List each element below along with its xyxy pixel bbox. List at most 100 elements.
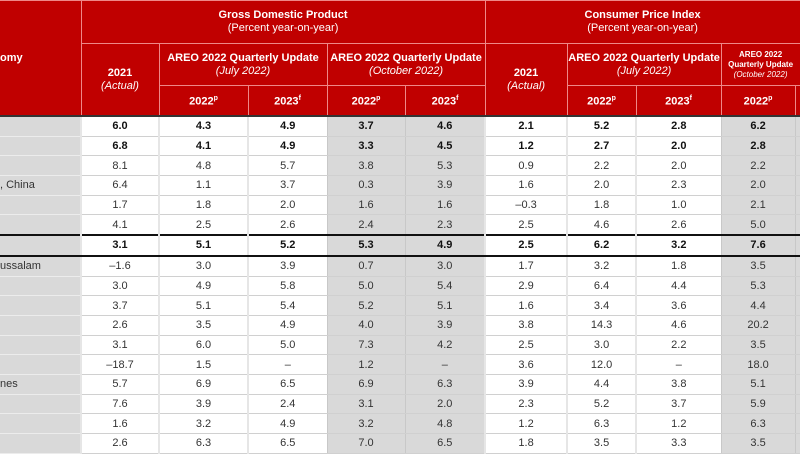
gdp-areo-july-header: AREO 2022 Quarterly Update (July 2022) — [158, 43, 328, 86]
table-cell: 5.7 — [247, 155, 327, 177]
row-label: ussalam — [0, 255, 81, 277]
table-cell: 1.6 — [326, 195, 405, 216]
table-cell: 6.4 — [566, 276, 637, 297]
table-cell-clipped — [794, 315, 800, 336]
table-cell: 2.6 — [80, 315, 159, 336]
table-cell: 6.0 — [80, 114, 159, 137]
table-cell-clipped — [794, 234, 800, 257]
table-cell: 4.3 — [158, 114, 248, 137]
table-row: 4.1 2.5 2.6 2.4 2.3 2.5 4.6 2.6 5.0 — [0, 214, 800, 236]
table-cell: 2.5 — [484, 234, 568, 257]
table-cell: 7.6 — [80, 394, 159, 415]
table-cell: 6.5 — [247, 433, 327, 454]
table-cell: 4.4 — [566, 374, 637, 395]
table-cell: 4.9 — [247, 136, 327, 157]
table-row: 3.7 5.1 5.4 5.2 5.1 1.6 3.4 3.6 4.4 — [0, 295, 800, 316]
table-cell: 1.8 — [484, 433, 568, 454]
table-cell: 3.3 — [635, 433, 722, 454]
table-cell: 6.9 — [158, 374, 248, 395]
table-cell: 2.3 — [404, 214, 486, 236]
table-cell: 3.6 — [635, 295, 722, 316]
table-cell: 20.2 — [720, 315, 796, 336]
table-cell: 3.6 — [484, 354, 568, 375]
gdp-oct-2022p-header: 2022p — [326, 85, 406, 117]
table-cell: 12.0 — [566, 354, 637, 375]
table-row: 6.8 4.1 4.9 3.3 4.5 1.2 2.7 2.0 2.8 — [0, 136, 800, 157]
table-cell: 6.5 — [404, 433, 486, 454]
table-cell: 2.0 — [247, 195, 327, 216]
table-cell-clipped — [794, 214, 800, 236]
table-cell: 1.6 — [404, 195, 486, 216]
table-cell: 7.6 — [720, 234, 796, 257]
table-cell: 2.8 — [720, 136, 796, 157]
table-cell: 4.5 — [404, 136, 486, 157]
table-cell-clipped — [794, 155, 800, 177]
table-cell: 2.3 — [635, 175, 722, 196]
table-cell: 2.7 — [566, 136, 637, 157]
table-cell: 1.2 — [326, 354, 405, 375]
table-cell: 6.0 — [158, 335, 248, 356]
table-cell: 7.3 — [326, 335, 405, 356]
table-cell: 3.9 — [158, 394, 248, 415]
table-cell: 3.4 — [566, 295, 637, 316]
table-cell: 3.5 — [158, 315, 248, 336]
table-cell: 2.6 — [635, 214, 722, 236]
table-cell: 1.0 — [635, 195, 722, 216]
table-cell: –0.3 — [484, 195, 568, 216]
table-cell: 3.8 — [326, 155, 405, 177]
table-cell: 3.3 — [326, 136, 405, 157]
table-cell: – — [635, 354, 722, 375]
gdp-oct-2023f-header: 2023f — [404, 85, 486, 117]
table-row: , China 6.4 1.1 3.7 0.3 3.9 1.6 2.0 2.3 2.0 — [0, 175, 800, 196]
table-cell: – — [404, 354, 486, 375]
cpi-areo-july-header: AREO 2022 Quarterly Update (July 2022) — [566, 43, 722, 86]
table-cell: 14.3 — [566, 315, 637, 336]
table-cell: 2.0 — [404, 394, 486, 415]
table-cell-clipped — [794, 413, 800, 434]
table-cell: 2.3 — [484, 394, 568, 415]
table-cell-clipped — [794, 136, 800, 157]
table-cell: 6.3 — [404, 374, 486, 395]
table-cell: 1.8 — [566, 195, 637, 216]
table-cell: 1.5 — [158, 354, 248, 375]
table-cell: 4.2 — [404, 335, 486, 356]
table-cell: 2.9 — [484, 276, 568, 297]
table-cell: 5.0 — [326, 276, 405, 297]
table-row: 2.6 3.5 4.9 4.0 3.9 3.8 14.3 4.6 20.2 — [0, 315, 800, 336]
table-cell: 4.1 — [158, 136, 248, 157]
table-cell: 3.8 — [635, 374, 722, 395]
table-cell: 2.8 — [635, 114, 722, 137]
row-label — [0, 276, 81, 297]
table-cell: 5.3 — [404, 155, 486, 177]
table-cell: 3.5 — [566, 433, 637, 454]
table-row: 1.6 3.2 4.9 3.2 4.8 1.2 6.3 1.2 6.3 — [0, 413, 800, 434]
table-cell: 6.4 — [80, 175, 159, 196]
row-label — [0, 136, 81, 157]
table-cell: 2.0 — [635, 155, 722, 177]
row-label — [0, 195, 81, 216]
table-cell: 5.0 — [720, 214, 796, 236]
cpi-oct-2023f-header-clipped — [794, 85, 800, 117]
table-cell: 5.2 — [566, 114, 637, 137]
table-cell-clipped — [794, 394, 800, 415]
table-cell: 3.9 — [247, 255, 327, 277]
table-cell: 1.6 — [484, 295, 568, 316]
table-cell: 2.6 — [247, 214, 327, 236]
table-cell: 2.4 — [247, 394, 327, 415]
table-row: 3.1 5.1 5.2 5.3 4.9 2.5 6.2 3.2 7.6 — [0, 234, 800, 257]
table-cell: – — [247, 354, 327, 375]
table-row: 3.1 6.0 5.0 7.3 4.2 2.5 3.0 2.2 3.5 — [0, 335, 800, 356]
table-cell: 3.9 — [484, 374, 568, 395]
table-row: 3.0 4.9 5.8 5.0 5.4 2.9 6.4 4.4 5.3 — [0, 276, 800, 297]
row-label — [0, 214, 81, 236]
table-cell: 4.4 — [635, 276, 722, 297]
table-cell: 3.2 — [326, 413, 405, 434]
table-cell: 5.3 — [326, 234, 405, 257]
cpi-header: Consumer Price Index (Percent year-on-yea… — [484, 0, 800, 44]
table-cell-clipped — [794, 374, 800, 395]
row-label — [0, 394, 81, 415]
table-cell: 3.2 — [158, 413, 248, 434]
table-cell: 0.9 — [484, 155, 568, 177]
table-cell: 3.9 — [404, 315, 486, 336]
